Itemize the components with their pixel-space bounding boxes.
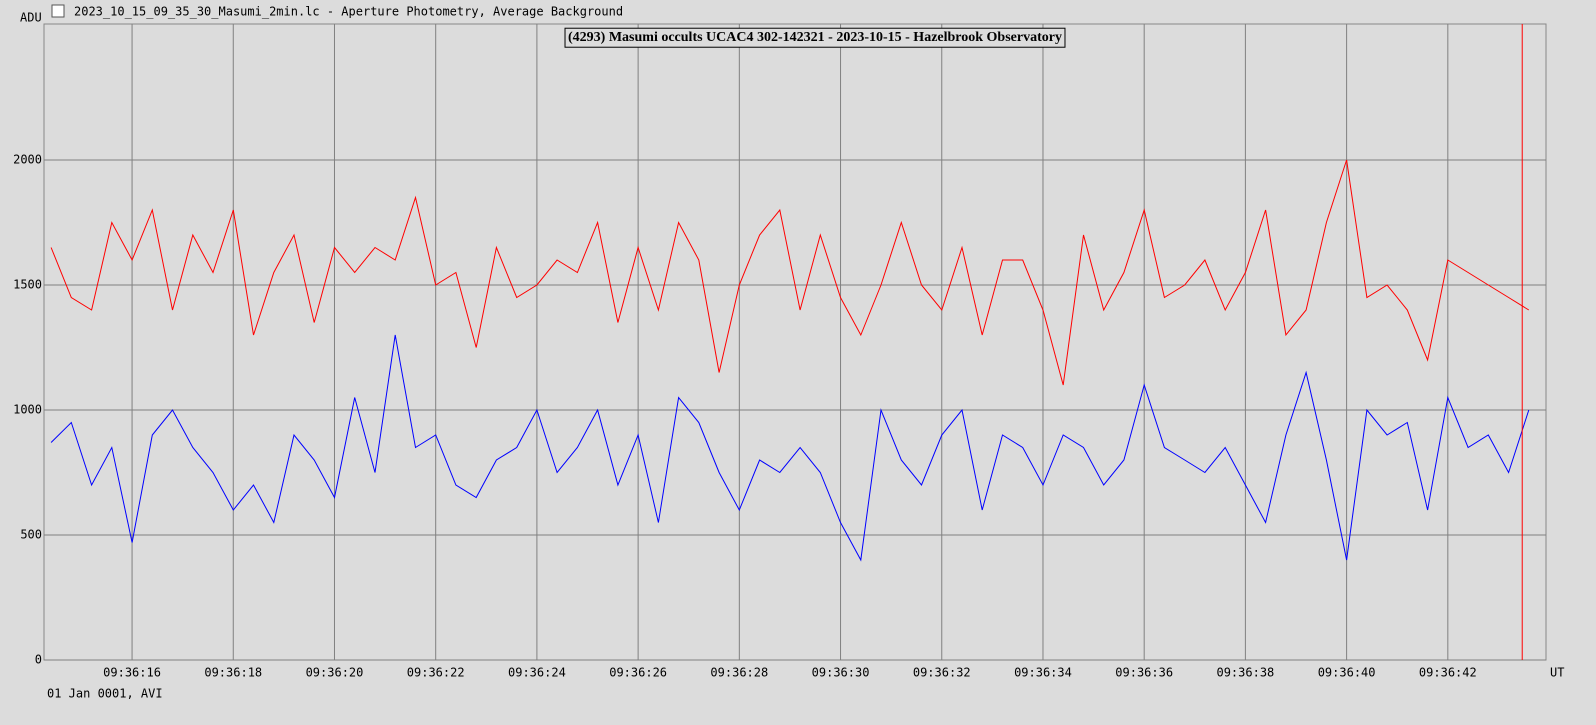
y-tick-label: 500 bbox=[20, 528, 42, 542]
y-tick-label: 0 bbox=[35, 653, 42, 667]
x-tick-label: 09:36:16 bbox=[103, 666, 161, 680]
footer: 01 Jan 0001, AVI bbox=[47, 687, 163, 701]
x-tick-label: 09:36:34 bbox=[1014, 666, 1072, 680]
x-tick-label: 09:36:22 bbox=[407, 666, 465, 680]
x-tick-label: 09:36:30 bbox=[812, 666, 870, 680]
window-title: 2023_10_15_09_35_30_Masumi_2min.lc - Ape… bbox=[74, 5, 623, 19]
x-tick-label: 09:36:26 bbox=[609, 666, 667, 680]
x-tick-label: 09:36:42 bbox=[1419, 666, 1477, 680]
x-tick-label: 09:36:36 bbox=[1115, 666, 1173, 680]
x-tick-label: 09:36:40 bbox=[1318, 666, 1376, 680]
series-line bbox=[50, 159, 1530, 386]
x-tick-label: 09:36:38 bbox=[1216, 666, 1274, 680]
y-axis-label: ADU bbox=[20, 11, 42, 25]
x-tick-label: 09:36:20 bbox=[306, 666, 364, 680]
x-tick-label: 09:36:24 bbox=[508, 666, 566, 680]
x-axis-label: UT bbox=[1550, 666, 1564, 680]
window-icon bbox=[51, 4, 65, 18]
title-box bbox=[564, 27, 1066, 48]
x-tick-label: 09:36:32 bbox=[913, 666, 971, 680]
y-tick-label: 1000 bbox=[13, 403, 42, 417]
y-tick-label: 1500 bbox=[13, 278, 42, 292]
x-tick-label: 09:36:18 bbox=[204, 666, 262, 680]
y-tick-label: 2000 bbox=[13, 153, 42, 167]
chart-title: (4293) Masumi occults UCAC4 302-142321 -… bbox=[568, 30, 1062, 45]
series-line bbox=[50, 334, 1530, 562]
x-tick-label: 09:36:28 bbox=[710, 666, 768, 680]
